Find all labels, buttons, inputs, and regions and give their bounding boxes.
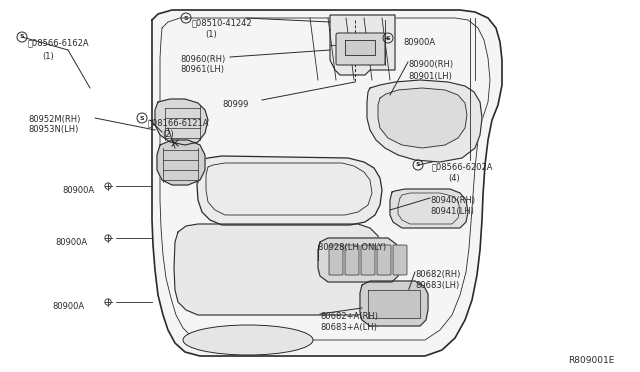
Text: Ⓢ08566-6162A: Ⓢ08566-6162A	[28, 38, 90, 47]
Polygon shape	[345, 40, 375, 55]
Text: S: S	[416, 163, 420, 167]
Polygon shape	[174, 224, 382, 315]
Text: 80961(LH): 80961(LH)	[180, 65, 224, 74]
Text: Ⓢ08510-41242: Ⓢ08510-41242	[192, 18, 253, 27]
Text: 80960(RH): 80960(RH)	[180, 55, 225, 64]
Text: R809001E: R809001E	[568, 356, 614, 365]
Text: Ⓢ08166-6121A: Ⓢ08166-6121A	[148, 118, 209, 127]
Polygon shape	[197, 156, 382, 225]
Text: 80900A: 80900A	[55, 238, 87, 247]
Polygon shape	[360, 281, 428, 326]
Text: S: S	[184, 16, 188, 20]
Text: 80900A: 80900A	[52, 302, 84, 311]
Text: 80900A: 80900A	[403, 38, 435, 47]
Text: 80952M(RH): 80952M(RH)	[28, 115, 81, 124]
Text: S: S	[20, 35, 24, 39]
Text: (2): (2)	[162, 130, 173, 139]
Polygon shape	[318, 238, 400, 282]
Text: (1): (1)	[205, 30, 217, 39]
Text: 80900A: 80900A	[62, 186, 94, 195]
FancyBboxPatch shape	[361, 245, 375, 275]
Text: S: S	[140, 115, 144, 121]
Text: Ⓢ08566-6202A: Ⓢ08566-6202A	[432, 162, 493, 171]
Text: 80941(LH): 80941(LH)	[430, 207, 474, 216]
FancyBboxPatch shape	[393, 245, 407, 275]
Polygon shape	[368, 290, 420, 318]
Polygon shape	[157, 140, 205, 185]
Text: 80900(RH): 80900(RH)	[408, 60, 453, 69]
Text: 80683(LH): 80683(LH)	[415, 281, 460, 290]
Polygon shape	[330, 15, 395, 75]
Polygon shape	[378, 88, 467, 148]
FancyBboxPatch shape	[336, 33, 385, 65]
Text: 80928(LH ONLY): 80928(LH ONLY)	[318, 243, 386, 252]
Ellipse shape	[183, 325, 313, 355]
Polygon shape	[155, 99, 208, 145]
Polygon shape	[390, 189, 468, 228]
Polygon shape	[367, 80, 482, 162]
Text: 80953N(LH): 80953N(LH)	[28, 125, 78, 134]
Text: 80682(RH): 80682(RH)	[415, 270, 460, 279]
Text: (1): (1)	[42, 52, 54, 61]
Text: S: S	[386, 35, 390, 41]
FancyBboxPatch shape	[329, 245, 343, 275]
FancyBboxPatch shape	[377, 245, 391, 275]
Text: 80683+A(LH): 80683+A(LH)	[320, 323, 377, 332]
Polygon shape	[152, 10, 502, 356]
Text: 80901(LH): 80901(LH)	[408, 72, 452, 81]
Text: (4): (4)	[448, 174, 460, 183]
Text: 80999: 80999	[222, 100, 248, 109]
Text: 80940(RH): 80940(RH)	[430, 196, 475, 205]
FancyBboxPatch shape	[345, 245, 359, 275]
Text: 80682+A(RH): 80682+A(RH)	[320, 312, 378, 321]
